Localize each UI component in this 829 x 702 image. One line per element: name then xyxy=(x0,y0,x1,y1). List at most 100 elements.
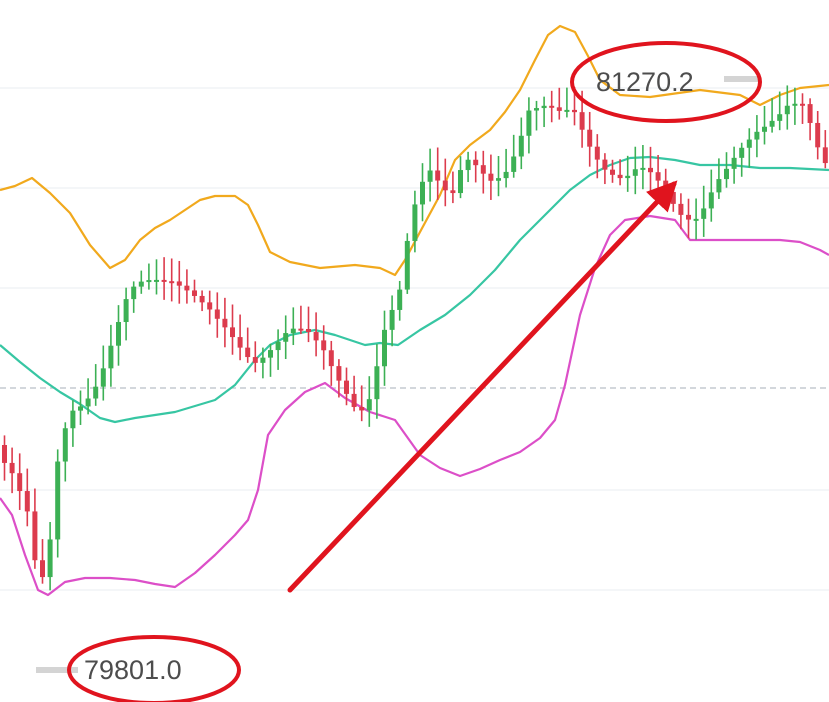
low-price-marker xyxy=(36,667,78,673)
candle-body xyxy=(518,135,524,157)
candle-body xyxy=(815,122,821,148)
candle-body xyxy=(678,203,684,215)
candle-body xyxy=(283,333,289,342)
candle-body xyxy=(503,171,509,179)
candle-body xyxy=(207,302,213,310)
candle-body xyxy=(556,107,562,111)
candle-body xyxy=(762,126,767,132)
candle-body xyxy=(708,192,714,209)
candle-body xyxy=(62,428,68,462)
candle-body xyxy=(321,340,327,351)
candle-body xyxy=(534,108,539,111)
candle-body xyxy=(746,139,752,148)
candle-body xyxy=(290,328,296,334)
candle-body xyxy=(55,461,61,540)
candle-body xyxy=(792,103,798,106)
candle-body xyxy=(458,170,463,194)
candle-body xyxy=(93,386,99,399)
candle-body xyxy=(632,169,638,176)
candle-body xyxy=(237,337,243,348)
candle-body xyxy=(473,159,479,166)
candle-body xyxy=(138,281,144,287)
candles xyxy=(2,85,828,591)
candle-body xyxy=(176,281,182,286)
candle-body xyxy=(313,332,319,341)
candle-body xyxy=(298,328,304,331)
low-price-label: 79801.0 xyxy=(84,655,182,685)
candle-body xyxy=(610,169,615,175)
lower-bollinger-band xyxy=(0,214,829,597)
candle-body xyxy=(564,109,570,112)
candle-body xyxy=(192,290,197,296)
candle-body xyxy=(116,322,121,346)
candle-body xyxy=(32,511,38,561)
candle-body xyxy=(366,399,372,411)
candle-body xyxy=(724,168,729,180)
candle-body xyxy=(389,309,395,330)
candle-body xyxy=(435,170,441,181)
candle-body xyxy=(306,328,311,333)
candle-body xyxy=(442,180,448,191)
candle-body xyxy=(222,318,228,328)
candle-body xyxy=(807,104,813,123)
candle-body xyxy=(397,289,403,310)
candle-body xyxy=(374,366,380,400)
candle-body xyxy=(78,406,83,411)
candle-body xyxy=(85,398,91,407)
candle-body xyxy=(800,103,805,106)
candle-body xyxy=(701,208,707,219)
grid-lines xyxy=(0,87,829,591)
high-price-label: 81270.2 xyxy=(596,67,694,97)
candle-body xyxy=(404,240,410,290)
candle-body xyxy=(488,173,494,181)
candle-body xyxy=(769,120,775,127)
candle-body xyxy=(336,366,342,381)
candle-body xyxy=(169,281,175,284)
candle-body xyxy=(123,299,129,323)
high-price-marker xyxy=(724,76,758,82)
candle-body xyxy=(427,170,433,182)
candle-body xyxy=(275,341,281,351)
candle-body xyxy=(655,172,661,181)
candle-body xyxy=(2,445,7,463)
candle-body xyxy=(670,191,676,204)
low-price-circle xyxy=(67,635,241,702)
candle-body xyxy=(822,147,828,164)
candle-body xyxy=(739,147,745,158)
candle-body xyxy=(648,167,653,173)
candle-body xyxy=(382,329,387,367)
annotations: 81270.2 79801.0 xyxy=(36,41,762,702)
candle-body xyxy=(252,357,258,363)
candle-body xyxy=(260,357,266,363)
candle-body xyxy=(184,285,190,291)
candle-body xyxy=(693,218,699,221)
candle-body xyxy=(40,560,45,578)
candle-body xyxy=(549,105,555,108)
candle-body xyxy=(579,112,585,130)
candle-body xyxy=(245,347,251,358)
candle-body xyxy=(541,105,547,109)
candle-body xyxy=(511,156,517,172)
candle-body xyxy=(199,295,205,303)
high-price-circle xyxy=(570,41,762,123)
candle-body xyxy=(351,393,357,408)
candle-body xyxy=(214,309,220,319)
candle-body xyxy=(24,491,30,512)
candle-body xyxy=(412,204,418,241)
candle-body xyxy=(161,279,167,282)
candle-body xyxy=(230,327,235,338)
trend-arrow xyxy=(287,180,678,593)
candle-body xyxy=(784,105,790,115)
candle-body xyxy=(154,279,159,282)
upper-bollinger-band xyxy=(0,24,829,277)
candle-body xyxy=(572,109,577,113)
candle-body xyxy=(100,368,106,387)
candle-body xyxy=(328,350,334,367)
candle-body xyxy=(268,350,273,358)
candle-body xyxy=(17,473,23,492)
candle-body xyxy=(716,179,722,193)
candle-body xyxy=(587,129,593,147)
candle-body xyxy=(594,146,600,160)
candle-body xyxy=(70,410,76,429)
